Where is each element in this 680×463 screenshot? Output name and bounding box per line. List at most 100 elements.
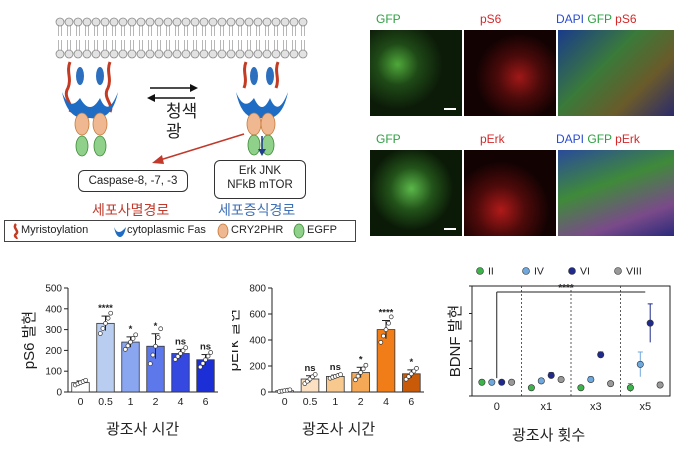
x-tick-label: x1	[540, 401, 552, 413]
lipid-head	[91, 17, 101, 27]
lipid-head	[154, 17, 164, 27]
data-point	[388, 314, 394, 320]
lipid-head	[208, 49, 218, 59]
data-point	[597, 351, 605, 359]
legend-egfp: EGFP	[307, 224, 337, 236]
significance-label: *	[359, 354, 363, 365]
micrograph-row2-perk	[464, 150, 556, 236]
significance-label: *	[129, 324, 133, 335]
data-point	[203, 357, 208, 363]
lipid-head	[163, 17, 173, 27]
lipid-head	[136, 17, 146, 27]
data-point	[183, 345, 189, 351]
lipid-head	[118, 17, 128, 27]
data-point	[406, 374, 412, 379]
x-tick-label: 4	[383, 396, 389, 408]
data-point	[355, 373, 361, 379]
data-point	[656, 381, 664, 389]
data-point	[197, 364, 203, 370]
lipid-head	[109, 17, 119, 27]
lipid-head	[253, 17, 263, 27]
lipid-head	[73, 49, 83, 59]
y-tick-label: 200	[249, 362, 266, 373]
legend-label: IV	[534, 266, 544, 278]
lipid-head	[118, 49, 128, 59]
data-point	[508, 378, 516, 386]
lipid-head	[82, 49, 92, 59]
lipid-head	[55, 17, 65, 27]
significance-label: ns	[330, 362, 341, 373]
micrograph-grid: GFP pS6 DAPI GFP pS6 GFP pErk DAPI GFP p…	[370, 10, 674, 236]
x-tick-label: 2	[358, 396, 364, 408]
lipid-head	[181, 17, 191, 27]
lipid-head	[244, 49, 254, 59]
x-tick-label: x5	[639, 401, 651, 413]
lipid-head	[199, 49, 209, 59]
micrograph-row1-merge	[558, 30, 674, 116]
data-point	[607, 380, 615, 388]
lipid-head	[271, 17, 281, 27]
lipid-head	[163, 49, 173, 59]
data-point	[626, 384, 634, 392]
micrograph-row1-labels: GFP pS6 DAPI GFP pS6	[370, 10, 674, 28]
y-tick-label: 500	[45, 284, 62, 295]
data-point	[378, 339, 384, 345]
apoptosis-box: Caspase-8, -7, -3	[78, 170, 188, 192]
egfp-icon	[293, 223, 305, 239]
lipid-head	[199, 17, 209, 27]
data-point	[97, 331, 103, 336]
proliferation-box-line1: Erk JNK	[238, 165, 282, 177]
legend-marker	[522, 267, 530, 275]
legend-label: VIII	[626, 266, 642, 278]
ps6-xlabel: 광조사 시간	[106, 421, 180, 438]
data-point	[527, 384, 535, 392]
proliferation-box-line2: NFkB mTOR	[227, 179, 293, 191]
data-point	[383, 327, 389, 332]
lipid-head	[109, 49, 119, 59]
data-point	[178, 351, 183, 356]
legend-cry2phr: CRY2PHR	[231, 224, 284, 236]
equilibrium-arrows	[147, 84, 198, 102]
data-point	[130, 336, 136, 341]
row1-merge-label: DAPI GFP pS6	[556, 12, 637, 26]
data-point	[122, 347, 128, 352]
y-axis-label: pS6 발현	[21, 311, 38, 369]
lipid-head	[64, 49, 74, 59]
y-tick-label: 100	[45, 367, 62, 378]
data-point	[353, 377, 358, 383]
micrograph-row1-gfp	[370, 30, 462, 116]
data-point	[386, 320, 391, 326]
legend-marker	[614, 267, 622, 275]
label-proliferation-pathway: 세포증식경로	[218, 202, 296, 218]
data-point	[381, 333, 386, 339]
lipid-head	[217, 17, 227, 27]
y-tick-label: 300	[45, 325, 62, 336]
data-point	[100, 326, 106, 331]
bdnf-xlabel: 광조사 횟수	[512, 427, 586, 444]
y-tick-label: 200	[45, 346, 62, 357]
data-point	[125, 343, 131, 349]
data-point	[147, 361, 153, 367]
lipid-head	[91, 49, 101, 59]
proliferation-arrow	[258, 136, 266, 156]
blue-light-label: 청색 광	[166, 102, 198, 141]
row2-dapi-label: DAPI	[556, 132, 585, 146]
lipid-head	[82, 17, 92, 27]
data-point	[587, 376, 595, 384]
membrane-bilayer	[55, 17, 308, 59]
lipid-head	[172, 17, 182, 27]
data-point	[180, 348, 186, 353]
x-tick-label: 0.5	[98, 396, 113, 408]
perk-bar-chart: 0 200 400 600 800 pErk 발현 0 0.5 ns 1 ns 2 * 4 **** 6 *	[232, 284, 424, 408]
legend-myristoylation: Myristoylation	[21, 224, 89, 236]
row2-merge-label: DAPI GFP pErk	[556, 132, 640, 146]
significance-label: ****	[558, 283, 574, 294]
micrograph-row2-gfp	[370, 150, 462, 236]
lipid-head	[100, 17, 110, 27]
legend-label: VI	[580, 266, 590, 278]
x-tick-label: 0	[494, 401, 500, 413]
data-point	[155, 335, 161, 340]
data-point	[200, 361, 206, 366]
lipid-head	[181, 49, 191, 59]
data-point	[488, 378, 496, 386]
